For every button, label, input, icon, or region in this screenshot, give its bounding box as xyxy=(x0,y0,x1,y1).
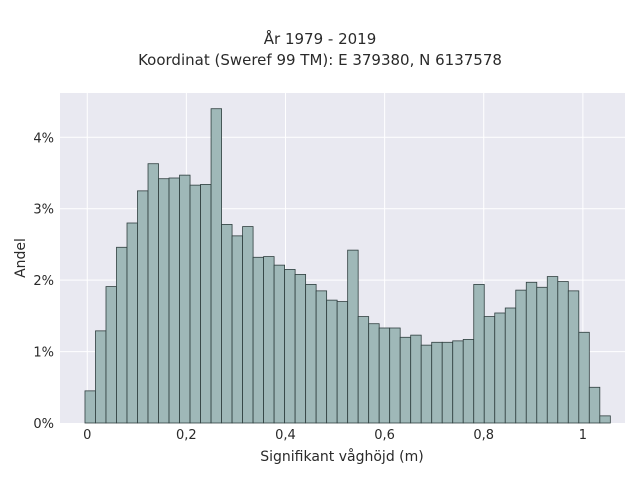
histogram-bar xyxy=(179,174,191,424)
histogram-bar xyxy=(525,281,538,424)
histogram-bar xyxy=(462,339,475,424)
histogram-bar xyxy=(588,386,601,424)
histogram-bar xyxy=(378,327,391,424)
histogram-bar xyxy=(578,331,590,424)
x-tick-labels: 0 0,2 0,4 0,6 0,8 1 xyxy=(83,428,587,443)
histogram-bar xyxy=(221,224,233,424)
histogram-bar xyxy=(347,249,359,424)
histogram-bar xyxy=(399,336,412,424)
histogram-bar xyxy=(410,334,422,424)
histogram-bar xyxy=(546,276,559,424)
histogram-bar xyxy=(473,284,485,424)
histogram-bar xyxy=(200,184,212,424)
histogram-bar xyxy=(504,307,517,424)
x-tick-label: 0,4 xyxy=(275,428,296,443)
bars xyxy=(84,108,611,424)
histogram-bar xyxy=(389,327,401,424)
y-tick-labels: 0% 1% 2% 3% 4% xyxy=(33,131,54,432)
histogram-bar xyxy=(357,316,370,424)
histogram-bar xyxy=(326,299,338,424)
histogram-bar xyxy=(294,274,307,424)
chart-title-line-2: Koordinat (Sweref 99 TM): E 379380, N 61… xyxy=(138,51,502,69)
histogram-bar xyxy=(158,178,170,424)
y-tick-label: 4% xyxy=(33,131,54,146)
x-tick-label: 0,8 xyxy=(473,428,494,443)
x-tick-label: 0,6 xyxy=(374,428,395,443)
histogram-bar xyxy=(420,344,433,424)
histogram-bar xyxy=(452,340,464,424)
x-tick-label: 1 xyxy=(579,428,587,443)
histogram-bar xyxy=(147,163,159,424)
histogram-bar xyxy=(189,184,201,424)
x-axis-label: Signifikant våghöjd (m) xyxy=(260,448,423,465)
y-tick-label: 1% xyxy=(33,346,54,361)
histogram-bar xyxy=(431,341,443,424)
histogram-bar xyxy=(284,269,296,424)
y-tick-label: 0% xyxy=(33,417,54,432)
chart-title-line-1: År 1979 - 2019 xyxy=(263,30,377,48)
histogram-bar xyxy=(567,290,580,424)
histogram-bar xyxy=(515,289,527,424)
histogram-bar xyxy=(557,281,569,424)
histogram-bar xyxy=(116,246,128,424)
histogram-bar xyxy=(137,190,149,424)
x-tick-label: 0 xyxy=(83,428,91,443)
histogram-bar xyxy=(368,323,380,424)
histogram-bar xyxy=(273,264,286,424)
histogram-bar xyxy=(263,256,275,424)
y-axis-label: Andel xyxy=(13,238,29,278)
histogram-bar xyxy=(126,222,138,424)
histogram-bar xyxy=(536,286,548,424)
histogram-bar xyxy=(168,177,180,424)
histogram-bar xyxy=(599,415,611,424)
histogram-bar xyxy=(441,341,454,424)
histogram-bar xyxy=(242,226,254,424)
histogram-bar xyxy=(231,235,243,424)
histogram-bar xyxy=(315,290,328,424)
histogram-bar xyxy=(336,301,349,424)
histogram-bar xyxy=(483,316,496,424)
histogram-bar xyxy=(305,284,317,424)
y-tick-label: 2% xyxy=(33,274,54,289)
histogram-bar xyxy=(105,286,117,424)
y-tick-label: 3% xyxy=(33,203,54,218)
histogram-bar xyxy=(494,312,506,424)
histogram-bar xyxy=(84,390,96,424)
histogram-bar xyxy=(252,256,264,424)
x-tick-label: 0,2 xyxy=(176,428,197,443)
histogram-bar xyxy=(95,330,107,424)
histogram-bar xyxy=(210,108,222,424)
